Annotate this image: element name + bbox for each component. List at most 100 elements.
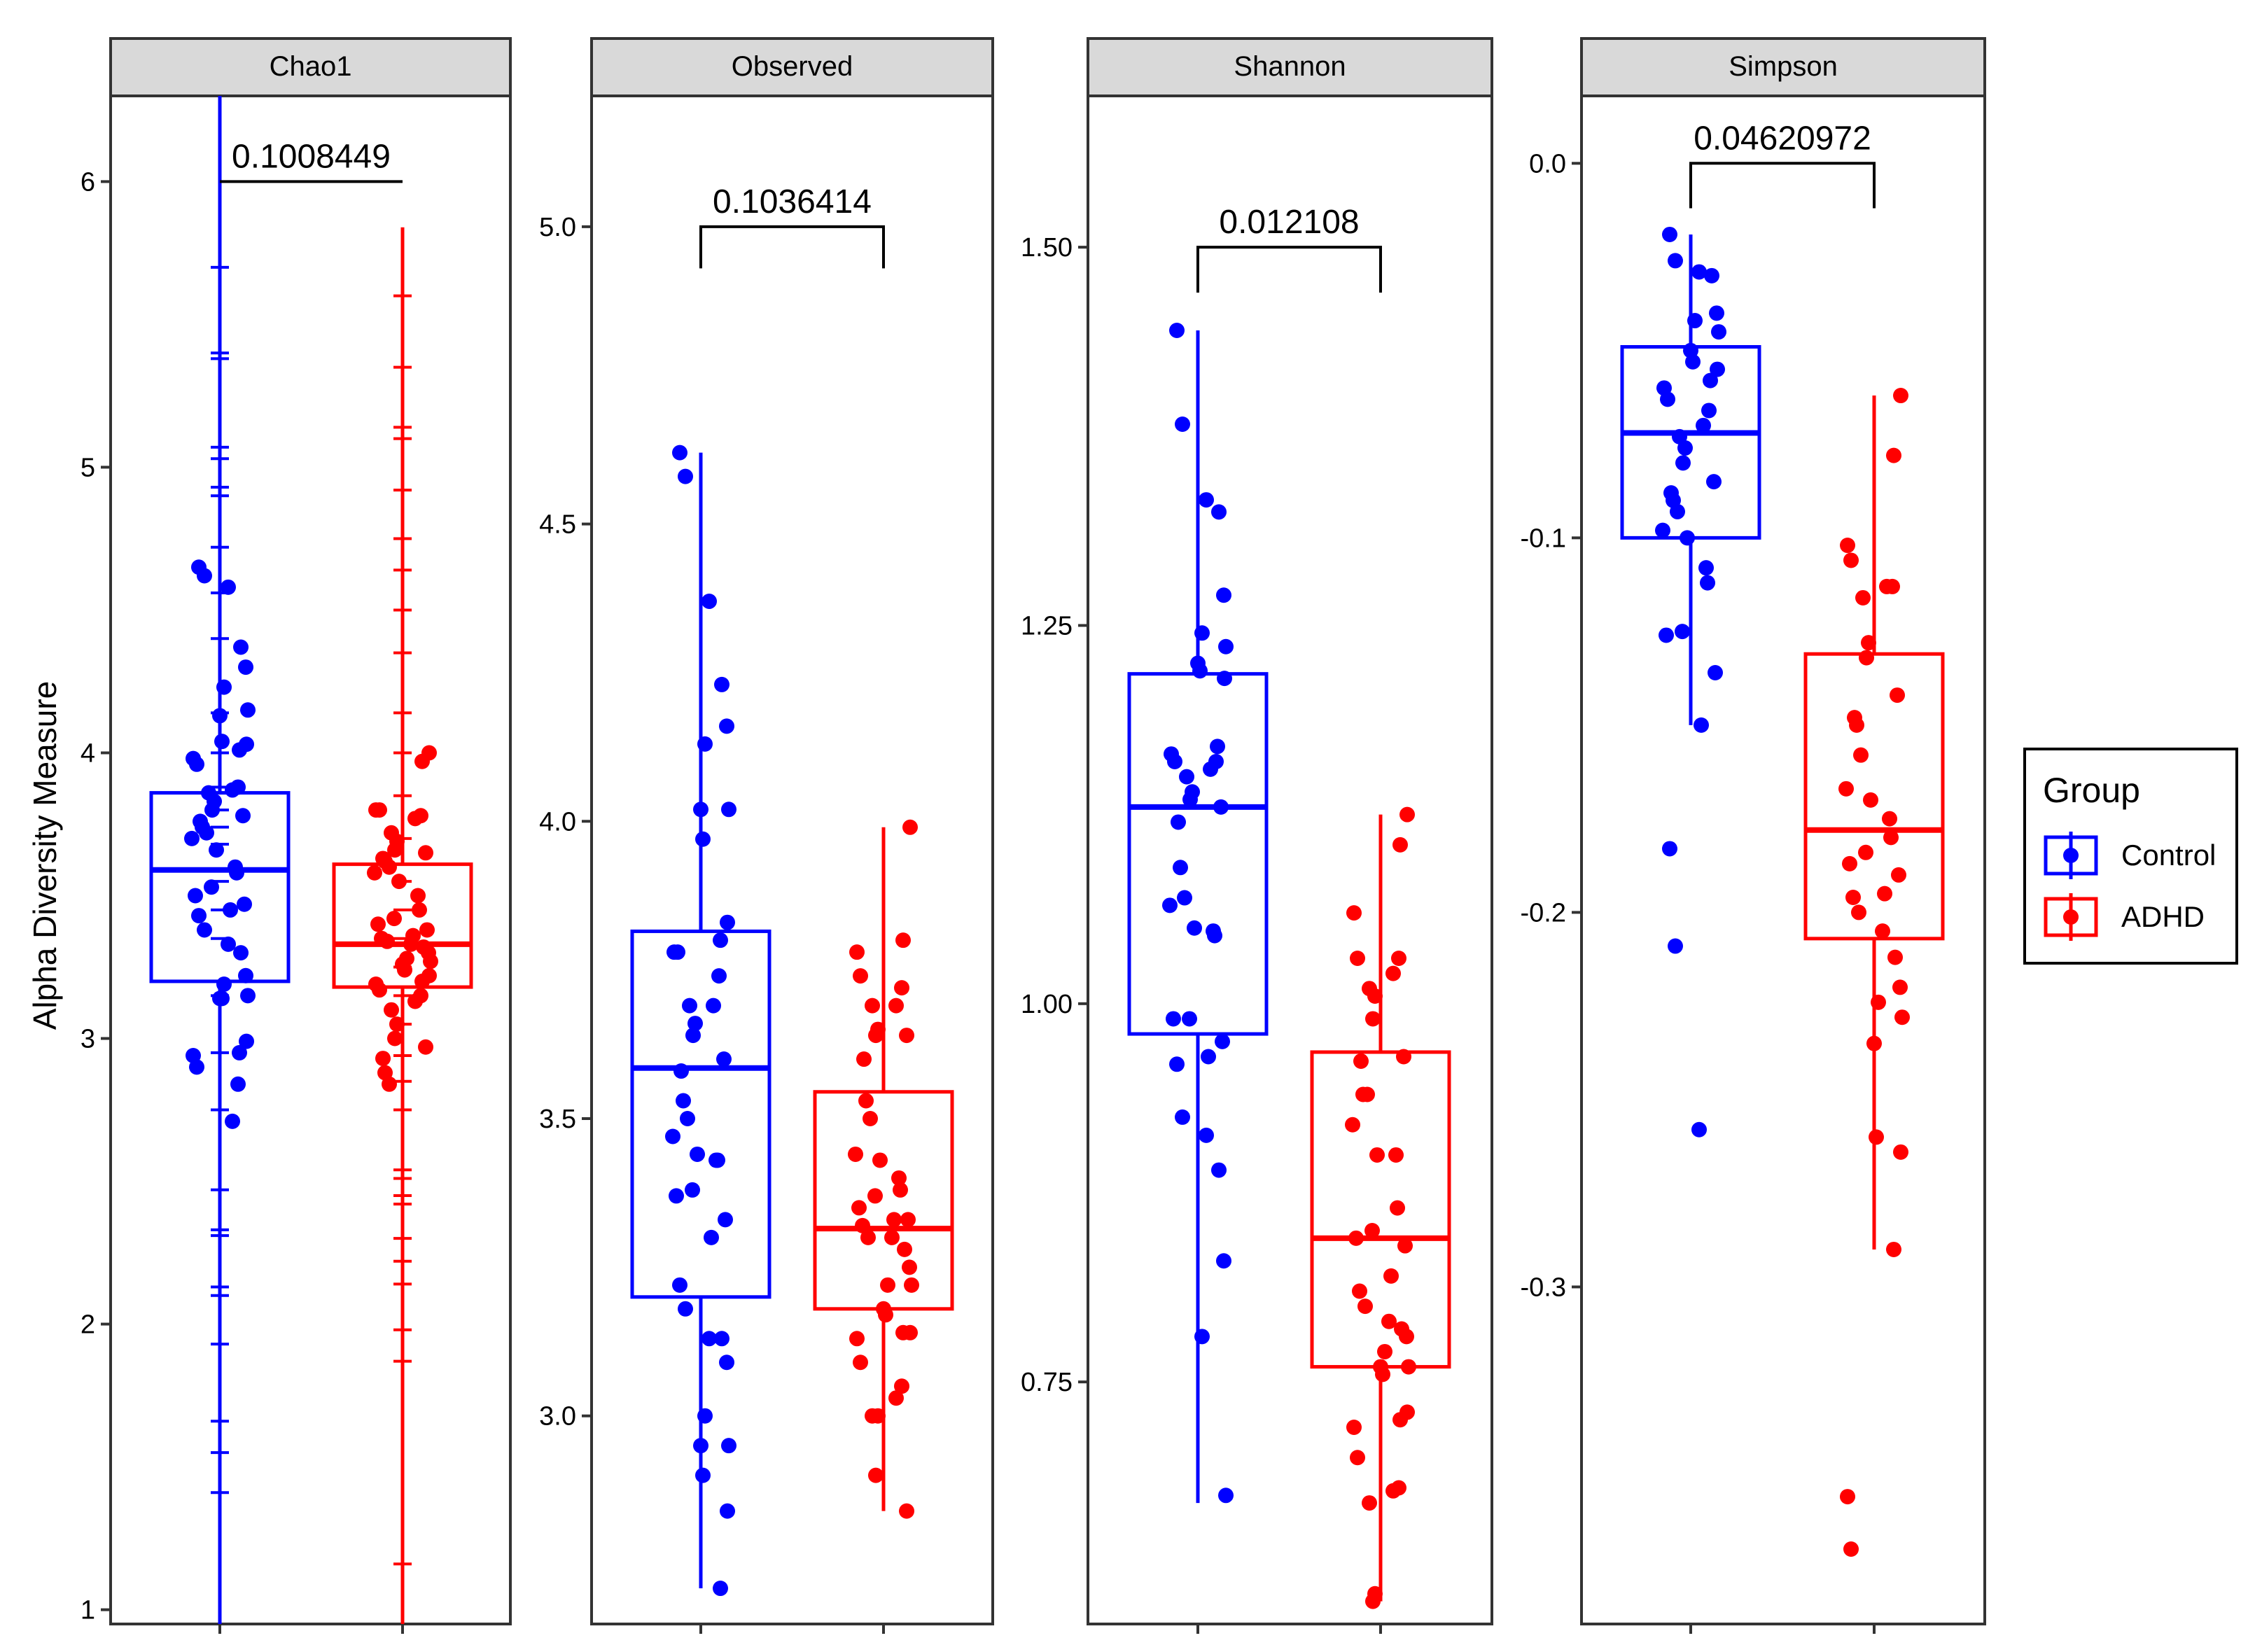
point-chao1-control [199, 825, 214, 841]
point-shannon-control [1162, 897, 1178, 913]
point-chao1-adhd [397, 962, 412, 978]
point-chao1-control [225, 782, 240, 798]
point-simpson-control [1691, 264, 1707, 280]
point-simpson-control [1701, 402, 1717, 419]
point-shannon-control [1216, 1253, 1231, 1269]
point-chao1-control [225, 1113, 240, 1129]
point-observed-control [713, 1581, 728, 1597]
point-simpson-control [1668, 938, 1683, 954]
point-chao1-adhd [367, 864, 382, 881]
point-shannon-adhd [1346, 905, 1362, 921]
point-chao1-adhd [384, 1002, 399, 1018]
y-tick-label-observed: 4.0 [539, 807, 576, 836]
group-observed-adhd [813, 819, 954, 1519]
point-chao1-adhd [423, 953, 438, 969]
point-shannon-adhd [1377, 1343, 1392, 1359]
point-observed-adhd [904, 1277, 919, 1293]
point-shannon-control [1167, 754, 1182, 770]
point-shannon-adhd [1392, 836, 1408, 853]
point-shannon-adhd [1381, 1313, 1397, 1329]
legend-title: Group [2043, 771, 2140, 810]
panel-frame-shannon [1087, 94, 1493, 1625]
point-shannon-control [1179, 769, 1194, 785]
point-chao1-control [191, 908, 207, 924]
legend-entry-adhd: ADHD [2044, 893, 2205, 941]
point-chao1-control [235, 808, 251, 824]
point-shannon-control [1213, 799, 1229, 815]
point-observed-adhd [878, 1307, 893, 1323]
point-shannon-control [1175, 416, 1190, 433]
point-observed-control [695, 831, 711, 847]
point-simpson-adhd [1875, 923, 1890, 939]
legend-entry-control: Control [2044, 832, 2216, 879]
point-simpson-adhd [1887, 949, 1903, 965]
point-chao1-control [229, 864, 244, 881]
point-chao1-control [189, 1059, 204, 1075]
point-observed-adhd [888, 997, 904, 1014]
point-simpson-adhd [1858, 844, 1873, 860]
point-simpson-control [1655, 522, 1670, 538]
group-simpson-control [1620, 226, 1761, 1138]
point-observed-adhd [895, 1324, 911, 1340]
box-simpson-adhd [1803, 652, 1945, 941]
strip-label-shannon: Shannon [1234, 51, 1346, 82]
point-chao1-control [209, 842, 224, 858]
point-observed-control [719, 718, 734, 734]
point-shannon-control [1177, 890, 1192, 906]
point-chao1-adhd [386, 911, 402, 927]
point-simpson-control [1670, 503, 1685, 519]
point-chao1-control [204, 802, 220, 818]
point-observed-control [721, 1438, 736, 1454]
point-shannon-adhd [1391, 950, 1406, 966]
point-observed-control [690, 1146, 705, 1162]
point-observed-control [678, 1301, 693, 1317]
legend: Group Control ADHD [2023, 748, 2238, 965]
point-observed-control [673, 1063, 689, 1079]
point-simpson-adhd [1845, 890, 1861, 906]
point-observed-control [704, 1229, 719, 1245]
point-observed-adhd [902, 1259, 917, 1275]
point-observed-control [682, 997, 697, 1014]
point-simpson-adhd [1855, 589, 1871, 606]
y-tick-label-chao1: 1 [81, 1596, 95, 1625]
y-tick-label-shannon: 1.00 [1021, 990, 1073, 1019]
legend-key-adhd [2044, 893, 2098, 941]
point-simpson-control [1680, 530, 1695, 546]
point-simpson-control [1708, 664, 1723, 680]
point-simpson-control [1677, 440, 1693, 456]
point-observed-control [669, 1188, 684, 1204]
group-chao1-adhd [332, 227, 473, 1624]
point-chao1-adhd [382, 859, 397, 875]
point-simpson-adhd [1842, 855, 1857, 872]
point-observed-adhd [863, 1110, 878, 1126]
point-observed-adhd [888, 1390, 904, 1406]
point-shannon-adhd [1385, 1483, 1401, 1499]
strip-label-observed: Observed [732, 51, 853, 82]
point-simpson-control [1685, 354, 1701, 370]
point-simpson-adhd [1871, 994, 1886, 1010]
point-chao1-adhd [372, 982, 387, 998]
point-observed-control [710, 1152, 725, 1168]
point-chao1-control [188, 888, 203, 904]
point-simpson-control [1711, 324, 1726, 340]
point-shannon-control [1218, 1488, 1234, 1504]
point-chao1-control [232, 1044, 247, 1060]
point-observed-control [697, 1408, 713, 1424]
point-shannon-control [1210, 738, 1225, 755]
point-simpson-adhd [1859, 650, 1874, 666]
y-tick-label-observed: 5.0 [539, 213, 576, 242]
point-chao1-control [223, 902, 238, 918]
point-simpson-control [1662, 226, 1677, 242]
point-chao1-control [238, 967, 253, 983]
point-simpson-adhd [1886, 1241, 1901, 1257]
point-chao1-adhd [387, 1030, 403, 1046]
point-observed-control [701, 1331, 717, 1347]
point-chao1-control [233, 945, 249, 961]
point-observed-control [680, 1110, 695, 1126]
point-observed-adhd [899, 1503, 914, 1519]
point-simpson-control [1668, 253, 1683, 269]
point-chao1-control [214, 990, 230, 1007]
point-simpson-adhd [1893, 1144, 1908, 1160]
point-shannon-control [1199, 492, 1214, 508]
point-chao1-adhd [407, 993, 423, 1009]
